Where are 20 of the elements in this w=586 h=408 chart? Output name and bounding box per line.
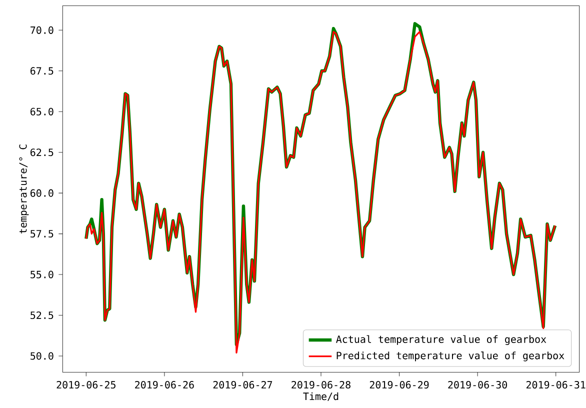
x-tick-label: 2019-06-28 (292, 380, 350, 389)
y-tick-label: 62.5 (30, 148, 54, 156)
y-tick-label: 50.0 (30, 352, 54, 360)
x-tick-label: 2019-06-31 (526, 380, 586, 389)
y-tick-label: 60.0 (30, 189, 54, 197)
y-tick-label: 65.0 (30, 108, 54, 116)
x-tick-label: 2019-06-25 (56, 380, 116, 389)
x-tick-label: 2019-06-29 (370, 380, 429, 389)
legend-label: Actual temperature value of gearbox (336, 335, 546, 346)
y-tick-label: 70.0 (30, 26, 54, 34)
legend-label: Predicted temperature value of gearbox (336, 352, 564, 362)
x-tick-label: 2019-06-27 (213, 380, 272, 389)
y-axis-title: temperature/° C (19, 144, 29, 234)
x-axis-title: Time/d (303, 392, 338, 401)
x-tick-label: 2019-06-26 (135, 380, 194, 389)
y-tick-label: 52.5 (30, 311, 54, 320)
y-tick-label: 57.5 (30, 230, 54, 238)
x-tick-label: 2019-06-30 (448, 380, 508, 389)
y-tick-label: 55.0 (30, 270, 54, 278)
y-tick-label: 67.5 (30, 67, 54, 75)
